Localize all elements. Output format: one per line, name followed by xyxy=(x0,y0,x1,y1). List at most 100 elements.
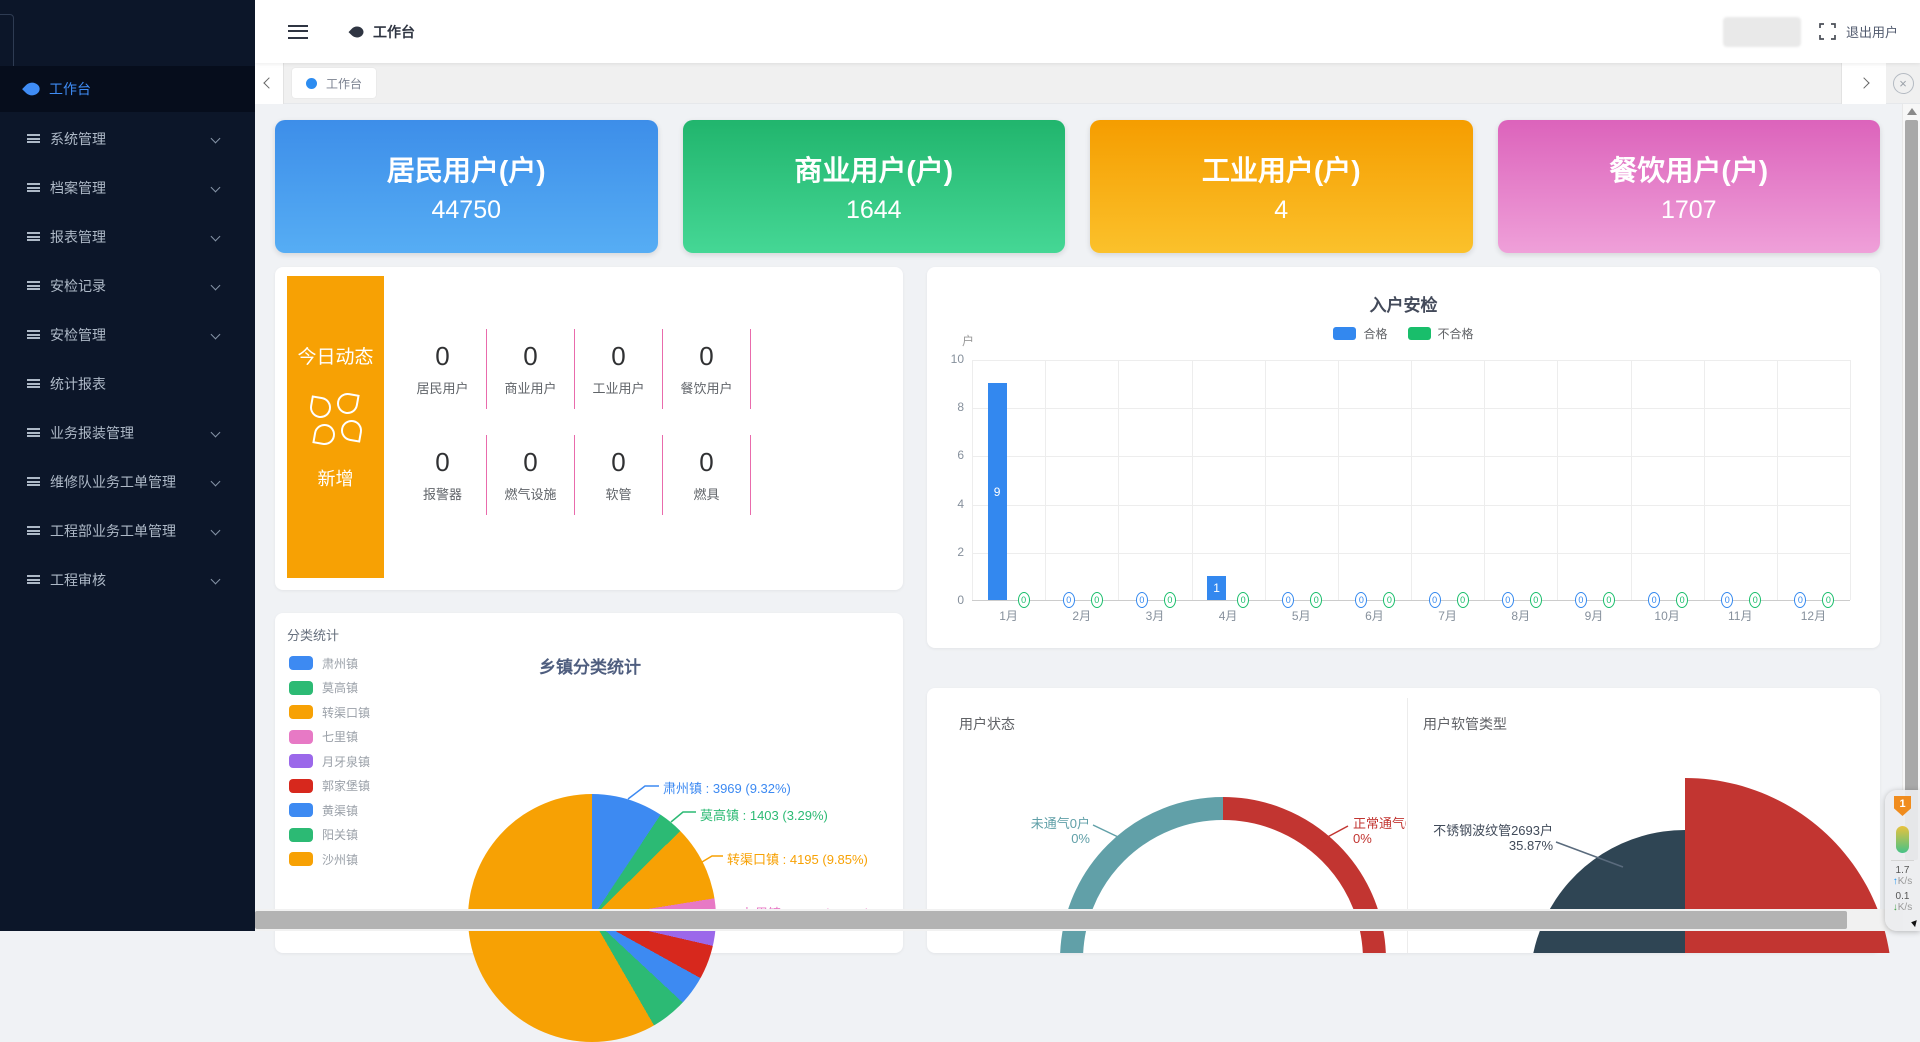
zero-marker-合格-5月: 0 xyxy=(1282,592,1295,608)
today-stat: 0 商业用户 xyxy=(487,329,575,409)
chevron-left-icon xyxy=(263,77,275,89)
legend-item[interactable]: 合格 xyxy=(1333,325,1388,342)
bar-合格-4月: 1 xyxy=(1207,575,1227,600)
legend-swatch xyxy=(289,729,313,744)
sidebar-item[interactable]: 系统管理 xyxy=(0,114,255,163)
legend-item[interactable]: 莫高镇 xyxy=(289,676,370,701)
vgrid xyxy=(1118,360,1120,600)
pie-panel-subtitle: 分类统计 xyxy=(287,628,340,643)
shield-badge-icon[interactable]: 1 xyxy=(1894,796,1911,816)
pie-chart-title: 乡镇分类统计 xyxy=(539,658,641,677)
tabs-close-button[interactable]: × xyxy=(1886,63,1920,104)
vertical-scrollbar[interactable] xyxy=(1902,104,1920,931)
chevron-down-icon xyxy=(210,427,221,438)
legend-label: 肃州镇 xyxy=(322,656,359,671)
legend-label: 转渠口镇 xyxy=(322,705,371,720)
zero-marker-不合格-11月: 0 xyxy=(1749,592,1762,608)
legend-label: 莫高镇 xyxy=(322,681,359,696)
legend-item[interactable]: 郭家堡镇 xyxy=(289,774,370,799)
today-stat-value: 0 xyxy=(523,447,538,477)
today-stat-label: 燃具 xyxy=(693,487,720,502)
legend-item[interactable]: 阳关镇 xyxy=(289,823,370,848)
zero-marker-不合格-10月: 0 xyxy=(1676,592,1689,608)
legend-item[interactable]: 肃州镇 xyxy=(289,651,370,676)
today-stat-label: 燃气设施 xyxy=(504,487,557,502)
ytick: 2 xyxy=(957,544,964,559)
zero-marker-合格-6月: 0 xyxy=(1355,592,1368,608)
sidebar-item-label: 统计报表 xyxy=(50,375,106,392)
zero-marker-不合格-7月: 0 xyxy=(1456,592,1469,608)
ytick: 8 xyxy=(957,400,964,415)
legend-item[interactable]: 月牙泉镇 xyxy=(289,749,370,774)
stat-card-title: 居民用户(户) xyxy=(386,154,546,186)
legend-item[interactable]: 不合格 xyxy=(1407,325,1474,342)
vgrid xyxy=(1703,360,1705,600)
today-stat-label: 软管 xyxy=(605,487,632,502)
gradient-pill-icon[interactable] xyxy=(1896,826,1909,853)
vgrid xyxy=(1850,360,1851,600)
sidebar-active-label: 工作台 xyxy=(49,81,91,97)
sidebar-item[interactable]: 业务报装管理 xyxy=(0,408,255,457)
zero-marker-不合格-3月: 0 xyxy=(1163,592,1176,608)
pie-legend: 肃州镇 莫高镇 转渠口镇 七里镇 月牙泉镇 xyxy=(289,651,370,872)
stat-card-value: 1707 xyxy=(1660,195,1717,224)
sidebar-item[interactable]: 维修队业务工单管理 xyxy=(0,457,255,506)
ytick: 4 xyxy=(957,496,964,511)
tabs-scroll-left-button[interactable] xyxy=(255,62,284,104)
menu-bars-icon xyxy=(27,526,40,535)
sidebar-item[interactable]: 工程审核 xyxy=(0,555,255,604)
speed-unit: K/s xyxy=(1897,876,1913,887)
logout-button[interactable]: 退出用户 xyxy=(1845,25,1898,40)
donut-label-percent: 0% xyxy=(1071,831,1090,846)
sidebar-item[interactable]: 档案管理 xyxy=(0,163,255,212)
today-stats-row-2: 0 报警器 0 燃气设施 0 软管 0 燃具 xyxy=(399,435,751,515)
horizontal-scrollbar-thumb[interactable] xyxy=(255,911,1847,929)
today-stat-label: 居民用户 xyxy=(416,381,469,396)
rose-label: 不锈钢波纹管2693户 35.87% xyxy=(1367,823,1553,853)
stat-card: 工业用户(户) 4 xyxy=(1090,120,1473,253)
stat-card-value: 44750 xyxy=(431,195,502,224)
legend-item[interactable]: 沙州镇 xyxy=(289,847,370,872)
legend-item[interactable]: 黄渠镇 xyxy=(289,798,370,823)
zero-marker-合格-11月: 0 xyxy=(1721,592,1734,608)
scroll-up-arrow-icon[interactable] xyxy=(1907,108,1917,115)
vgrid xyxy=(1191,360,1193,600)
sidebar-item[interactable]: 工程部业务工单管理 xyxy=(0,506,255,555)
vgrid xyxy=(1337,360,1339,600)
chevron-down-icon xyxy=(210,231,221,242)
vertical-scrollbar-thumb[interactable] xyxy=(1905,120,1918,860)
panel-divider xyxy=(1407,698,1408,953)
zero-marker-合格-8月: 0 xyxy=(1501,592,1514,608)
sidebar-item-workbench-active[interactable]: 工作台 xyxy=(0,66,255,112)
zero-marker-不合格-1月: 0 xyxy=(1017,592,1030,608)
sidebar-item[interactable]: 安检管理 xyxy=(0,310,255,359)
xtick: 10月 xyxy=(1654,609,1680,623)
sidebar-item[interactable]: 安检记录 xyxy=(0,261,255,310)
fullscreen-icon[interactable] xyxy=(1819,23,1836,40)
inspection-chart-panel: 入户安检 合格 不合格 户 0 2 4 6 8 10 1月 9 0 2月 0 0 3月 0 0 4月 1 0 5月 0… xyxy=(927,267,1880,648)
sidebar-item[interactable]: 统计报表 xyxy=(0,359,255,408)
floating-speed-widget[interactable]: 1 1.7 ↑K/s 0.1 ↓K/s xyxy=(1885,790,1920,931)
donut-slice-left xyxy=(1060,797,1224,953)
tabs-scroll-right-button[interactable] xyxy=(1841,62,1886,104)
top-header: 工作台 退出用户 xyxy=(255,0,1920,63)
sidebar-item[interactable]: 报表管理 xyxy=(0,212,255,261)
zero-marker-合格-3月: 0 xyxy=(1135,592,1148,608)
today-banner-title: 今日动态 xyxy=(297,347,374,368)
legend-item[interactable]: 七里镇 xyxy=(289,725,370,750)
sidebar: 工作台 系统管理 档案管理 报表管理 安检记录 xyxy=(0,0,255,931)
upload-speed-value: 1.7 xyxy=(1895,865,1910,876)
legend-item[interactable]: 转渠口镇 xyxy=(289,700,370,725)
horizontal-scrollbar[interactable] xyxy=(255,909,1902,931)
zero-marker-合格-2月: 0 xyxy=(1062,592,1075,608)
ytick: 6 xyxy=(957,448,964,463)
legend-swatch xyxy=(289,827,313,842)
tab-workbench[interactable]: 工作台 xyxy=(292,68,377,98)
sidebar-item-label: 系统管理 xyxy=(50,130,106,147)
stat-card: 餐饮用户(户) 1707 xyxy=(1497,120,1880,253)
today-stat-value: 0 xyxy=(523,341,538,371)
hamburger-icon[interactable] xyxy=(288,24,308,39)
today-stat: 0 报警器 xyxy=(399,435,487,515)
zero-marker-不合格-12月: 0 xyxy=(1822,592,1835,608)
chevron-down-icon xyxy=(210,525,221,536)
